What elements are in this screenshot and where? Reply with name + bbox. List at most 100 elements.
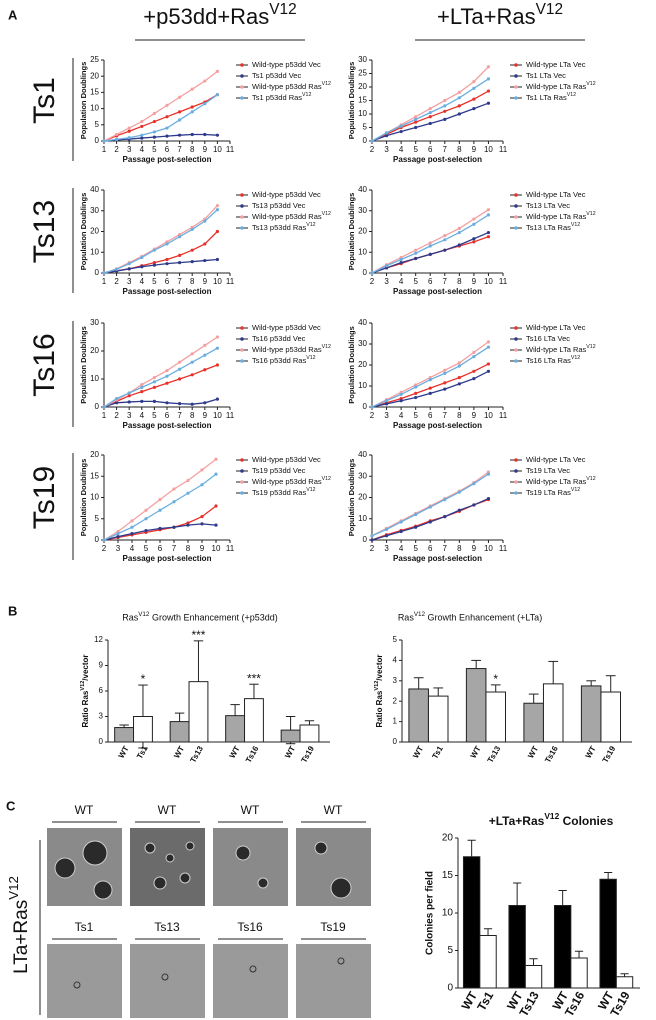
y-tick-label: 3: [393, 676, 398, 685]
data-point: [214, 457, 218, 461]
x-tick-label: 9: [203, 411, 208, 420]
data-point: [140, 133, 144, 137]
legend-label: Ts1 p53dd RasV12: [252, 92, 311, 102]
x-tick-label: 8: [457, 145, 462, 154]
x-tick-label: Ts1: [430, 744, 445, 760]
y-tick-label: 0: [363, 535, 368, 544]
data-point: [152, 111, 156, 116]
x-tick-label: 1: [102, 411, 107, 420]
legend-marker: [514, 215, 518, 219]
data-point: [152, 261, 156, 265]
x-tick-label: 5: [152, 411, 157, 420]
data-point: [486, 230, 491, 235]
chart-title: +LTa+RasV12 Colonies: [489, 811, 614, 828]
data-point: [457, 226, 461, 230]
legend-marker: [240, 337, 244, 341]
x-tick-label: 2: [114, 145, 119, 154]
x-axis-label: Passage post-selection: [123, 287, 212, 296]
data-point: [152, 130, 156, 134]
series-line: [371, 471, 489, 537]
bar: [427, 695, 449, 743]
legend-label: Ts1 LTa Vec: [526, 71, 566, 80]
data-point: [165, 257, 169, 262]
data-point: [428, 252, 432, 256]
x-tick-label: 6: [158, 544, 163, 553]
data-point: [384, 131, 389, 135]
legend-marker: [240, 193, 244, 197]
image-label: Ts19: [320, 920, 346, 934]
data-point: [384, 134, 389, 138]
legend-marker: [514, 469, 518, 473]
data-point: [203, 219, 207, 223]
data-point: [443, 109, 447, 113]
y-tick-label: 30: [358, 206, 367, 215]
legend-marker: [514, 359, 518, 363]
legend-marker: [514, 326, 518, 330]
data-point: [215, 69, 219, 73]
significance: ***: [191, 628, 205, 642]
data-point: [370, 271, 374, 275]
x-tick-label: 8: [457, 544, 462, 553]
image-label: WT: [75, 803, 94, 817]
x-tick-label: 9: [203, 145, 208, 154]
y-axis-label: Population Doublings: [79, 62, 88, 140]
data-point: [152, 399, 156, 403]
data-point: [384, 264, 389, 268]
data-point: [457, 508, 461, 512]
data-point: [443, 387, 447, 391]
legend-marker: [514, 348, 518, 352]
data-point: [165, 262, 169, 266]
y-tick-label: 4: [393, 656, 398, 665]
legend-marker: [514, 204, 518, 208]
micrograph: [296, 944, 371, 1018]
x-axis-label: Passage post-selection: [393, 287, 482, 296]
x-tick-label: 4: [140, 145, 145, 154]
data-point: [102, 139, 106, 143]
series-line: [103, 70, 218, 142]
data-point: [399, 261, 403, 265]
data-point: [203, 343, 207, 347]
data-point: [414, 120, 418, 124]
x-tick-label: Ts19: [299, 744, 316, 764]
data-point: [190, 402, 194, 406]
x-tick-label: 9: [472, 411, 477, 420]
data-point: [428, 121, 432, 126]
x-tick-label: WT: [584, 744, 598, 759]
x-tick-label: 4: [130, 544, 135, 553]
data-point: [486, 77, 491, 81]
data-point: [190, 227, 194, 232]
y-tick-label: 5: [447, 945, 453, 956]
data-point: [115, 401, 119, 405]
legend-marker: [514, 491, 518, 495]
data-point: [370, 534, 374, 538]
row-label: Ts19: [28, 466, 61, 529]
legend-label: Wild-type LTa Vec: [526, 323, 586, 332]
data-point: [215, 335, 219, 339]
data-point: [472, 222, 476, 226]
x-tick-label: 5: [413, 145, 418, 154]
data-point: [165, 126, 169, 130]
data-point: [443, 117, 447, 121]
data-point: [190, 259, 194, 264]
legend-marker: [240, 74, 244, 78]
y-tick-label: 40: [90, 185, 99, 194]
x-tick-label: 1: [102, 145, 107, 154]
x-tick-label: Ts1: [474, 989, 496, 1013]
bar: [462, 856, 481, 989]
y-tick-label: 5: [393, 635, 398, 644]
bar: [169, 721, 190, 743]
row-label: Ts16: [28, 333, 61, 396]
data-point: [152, 385, 156, 389]
data-point: [457, 376, 461, 380]
legend-marker: [240, 348, 244, 352]
legend-marker: [514, 96, 518, 100]
data-point: [370, 139, 374, 143]
panel-label: B: [8, 603, 17, 618]
x-axis-label: Passage post-selection: [393, 421, 482, 430]
x-tick-label: WT: [117, 744, 131, 759]
y-tick-label: 0: [95, 268, 100, 277]
data-point: [144, 529, 148, 533]
x-tick-label: 2: [370, 411, 375, 420]
data-point: [203, 258, 207, 263]
x-tick-label: 4: [399, 411, 404, 420]
